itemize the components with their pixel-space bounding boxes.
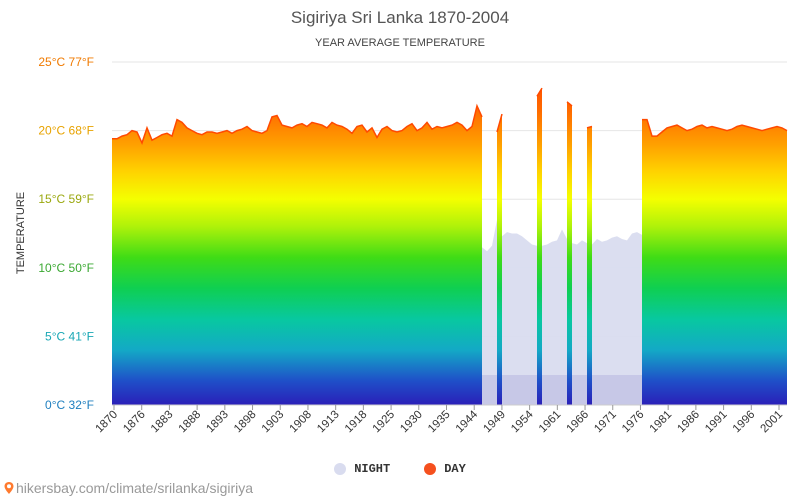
x-tick-label: 1976 <box>620 409 647 436</box>
x-tick-label: 1935 <box>426 409 453 436</box>
day-line <box>112 87 788 145</box>
x-tick-label: 1913 <box>315 409 342 436</box>
y-tick-label: 5°C 41°F <box>45 329 94 343</box>
x-tick-label: 1883 <box>149 409 176 436</box>
day-legend-icon <box>424 463 437 475</box>
x-tick-label: 1908 <box>287 409 314 436</box>
x-tick-label: 1996 <box>731 409 758 436</box>
day-area-segment <box>112 105 482 406</box>
y-tick-label: 20°C 68°F <box>38 124 94 138</box>
y-tick-label: 15°C 59°F <box>38 192 94 206</box>
x-tick-label: 2001 <box>759 409 786 436</box>
day-area-segment <box>497 114 502 405</box>
chart-title: Sigiriya Sri Lanka 1870-2004 <box>291 8 509 27</box>
y-axis-labels: 0°C 32°F 5°C 41°F 10°C 50°F 15°C 59°F 20°C 6… <box>38 55 94 412</box>
x-tick-label: 1888 <box>177 409 204 436</box>
day-series <box>112 87 788 406</box>
legend: NIGHT DAY <box>0 462 800 476</box>
x-tick-label: 1925 <box>371 409 398 436</box>
x-tick-label: 1898 <box>232 409 259 436</box>
x-tick-label: 1930 <box>398 409 425 436</box>
x-tick-label: 1966 <box>565 409 592 436</box>
x-tick-label: 1893 <box>204 409 231 436</box>
x-tick-label: 1944 <box>454 408 481 435</box>
footer-source-link[interactable]: hikersbay.com/climate/srilanka/sigiriya <box>16 480 254 496</box>
x-tick-label: 1903 <box>260 409 287 436</box>
chart-subtitle: YEAR AVERAGE TEMPERATURE <box>315 37 485 49</box>
x-tick-label: 1870 <box>94 409 121 436</box>
x-tick-label: 1961 <box>537 409 564 436</box>
day-area-segment <box>587 126 592 405</box>
legend-item-night[interactable]: NIGHT <box>334 462 390 476</box>
x-tick-label: 1954 <box>509 408 536 435</box>
day-area-segment <box>567 101 572 406</box>
night-legend-icon <box>334 463 347 475</box>
x-tick-label: 1991 <box>703 409 730 436</box>
y-tick-label: 0°C 32°F <box>45 398 94 412</box>
y-axis-title: TEMPERATURE <box>15 192 27 274</box>
x-tick-label: 1971 <box>592 409 619 436</box>
map-pin-icon <box>4 482 14 494</box>
legend-item-day[interactable]: DAY <box>424 462 466 476</box>
x-tick-label: 1949 <box>481 409 508 436</box>
legend-label-day: DAY <box>444 462 466 476</box>
x-tick-label: 1876 <box>121 409 148 436</box>
x-axis: 1870 1876 1883 1888 1893 1898 1903 1908 1913 1918… <box>94 404 787 436</box>
footer: hikersbay.com/climate/srilanka/sigiriya <box>4 480 253 496</box>
y-tick-label: 25°C 77°F <box>38 55 94 69</box>
x-tick-label: 1986 <box>675 409 702 436</box>
day-area-segment <box>537 88 542 405</box>
x-tick-label: 1918 <box>343 409 370 436</box>
day-area-segment <box>642 119 787 405</box>
y-tick-label: 10°C 50°F <box>38 261 94 275</box>
legend-label-night: NIGHT <box>354 462 391 476</box>
x-tick-label: 1981 <box>648 409 675 436</box>
